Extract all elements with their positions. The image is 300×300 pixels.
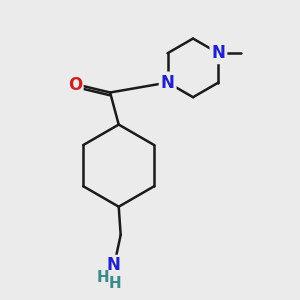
- Text: O: O: [69, 76, 83, 94]
- Text: N: N: [161, 74, 175, 92]
- Text: H: H: [109, 276, 121, 291]
- Text: N: N: [106, 256, 120, 274]
- Text: N: N: [212, 44, 225, 62]
- Text: H: H: [97, 270, 110, 285]
